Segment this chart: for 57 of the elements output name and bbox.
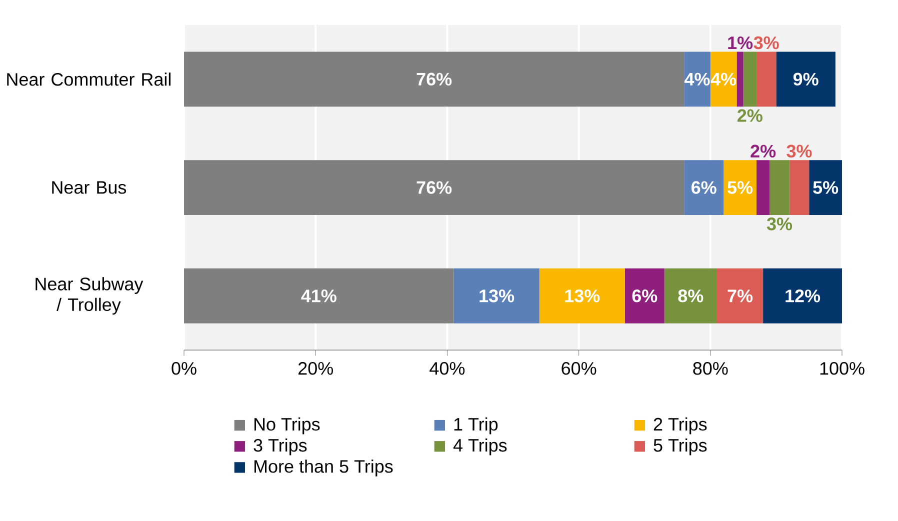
legend-label: 1 Trip xyxy=(454,417,498,434)
bar xyxy=(776,52,836,107)
x-tick-label: 60% xyxy=(562,362,596,375)
data-label: 76% xyxy=(416,181,452,194)
data-label: 7% xyxy=(728,290,753,302)
data-label: 13% xyxy=(480,290,514,302)
bar xyxy=(684,160,724,216)
data-label: 3% xyxy=(786,144,812,158)
data-label: 4% xyxy=(710,72,736,86)
legend-label: 4 Trips xyxy=(453,438,507,456)
y-tick-label: Near Subway / Trolley xyxy=(36,277,144,315)
bar xyxy=(184,52,684,107)
x-tick-label: 80% xyxy=(693,362,728,375)
y-tick-label: Near Bus xyxy=(52,181,126,194)
bar xyxy=(743,52,756,107)
legend-label: 5 Trips xyxy=(654,438,707,456)
bar xyxy=(454,268,540,324)
data-label: 6% xyxy=(632,290,658,302)
bar xyxy=(789,160,810,216)
legend-label: No Trips xyxy=(254,417,320,434)
data-label: 1% xyxy=(728,36,753,50)
bar xyxy=(539,268,625,324)
data-label: 3% xyxy=(766,218,792,230)
bar xyxy=(624,268,664,324)
bar xyxy=(724,160,756,216)
x-tick-label: 100% xyxy=(820,362,864,375)
bar xyxy=(684,52,710,107)
legend-label: 2 Trips xyxy=(654,417,707,434)
data-label: 2% xyxy=(750,144,776,158)
data-label: 12% xyxy=(786,290,820,302)
bar xyxy=(736,52,744,107)
data-label: 76% xyxy=(416,72,452,86)
y-tick-label: Near Commuter Rail xyxy=(7,72,170,86)
bar xyxy=(664,268,717,324)
x-tick-label: 0% xyxy=(172,362,196,375)
data-label: 9% xyxy=(793,72,818,86)
legend-label: 3 Trips xyxy=(254,438,307,456)
x-tick-label: 40% xyxy=(430,362,465,375)
data-label: 4% xyxy=(684,72,710,86)
bar xyxy=(756,160,770,216)
bar xyxy=(756,52,776,107)
data-label: 3% xyxy=(754,36,779,50)
bar xyxy=(184,268,454,324)
bar xyxy=(809,160,842,216)
bar xyxy=(763,268,842,324)
data-label: 5% xyxy=(728,181,753,194)
legend-label: More than 5 Trips xyxy=(254,460,393,476)
bar xyxy=(716,268,764,324)
data-label: 8% xyxy=(678,290,704,302)
data-label: 41% xyxy=(301,290,336,302)
data-label: 6% xyxy=(691,181,716,194)
bar xyxy=(770,160,790,216)
data-label: 5% xyxy=(813,181,838,194)
bar xyxy=(184,160,684,216)
data-label: 2% xyxy=(738,109,762,122)
data-label: 13% xyxy=(565,290,600,302)
x-tick-label: 20% xyxy=(298,362,333,375)
